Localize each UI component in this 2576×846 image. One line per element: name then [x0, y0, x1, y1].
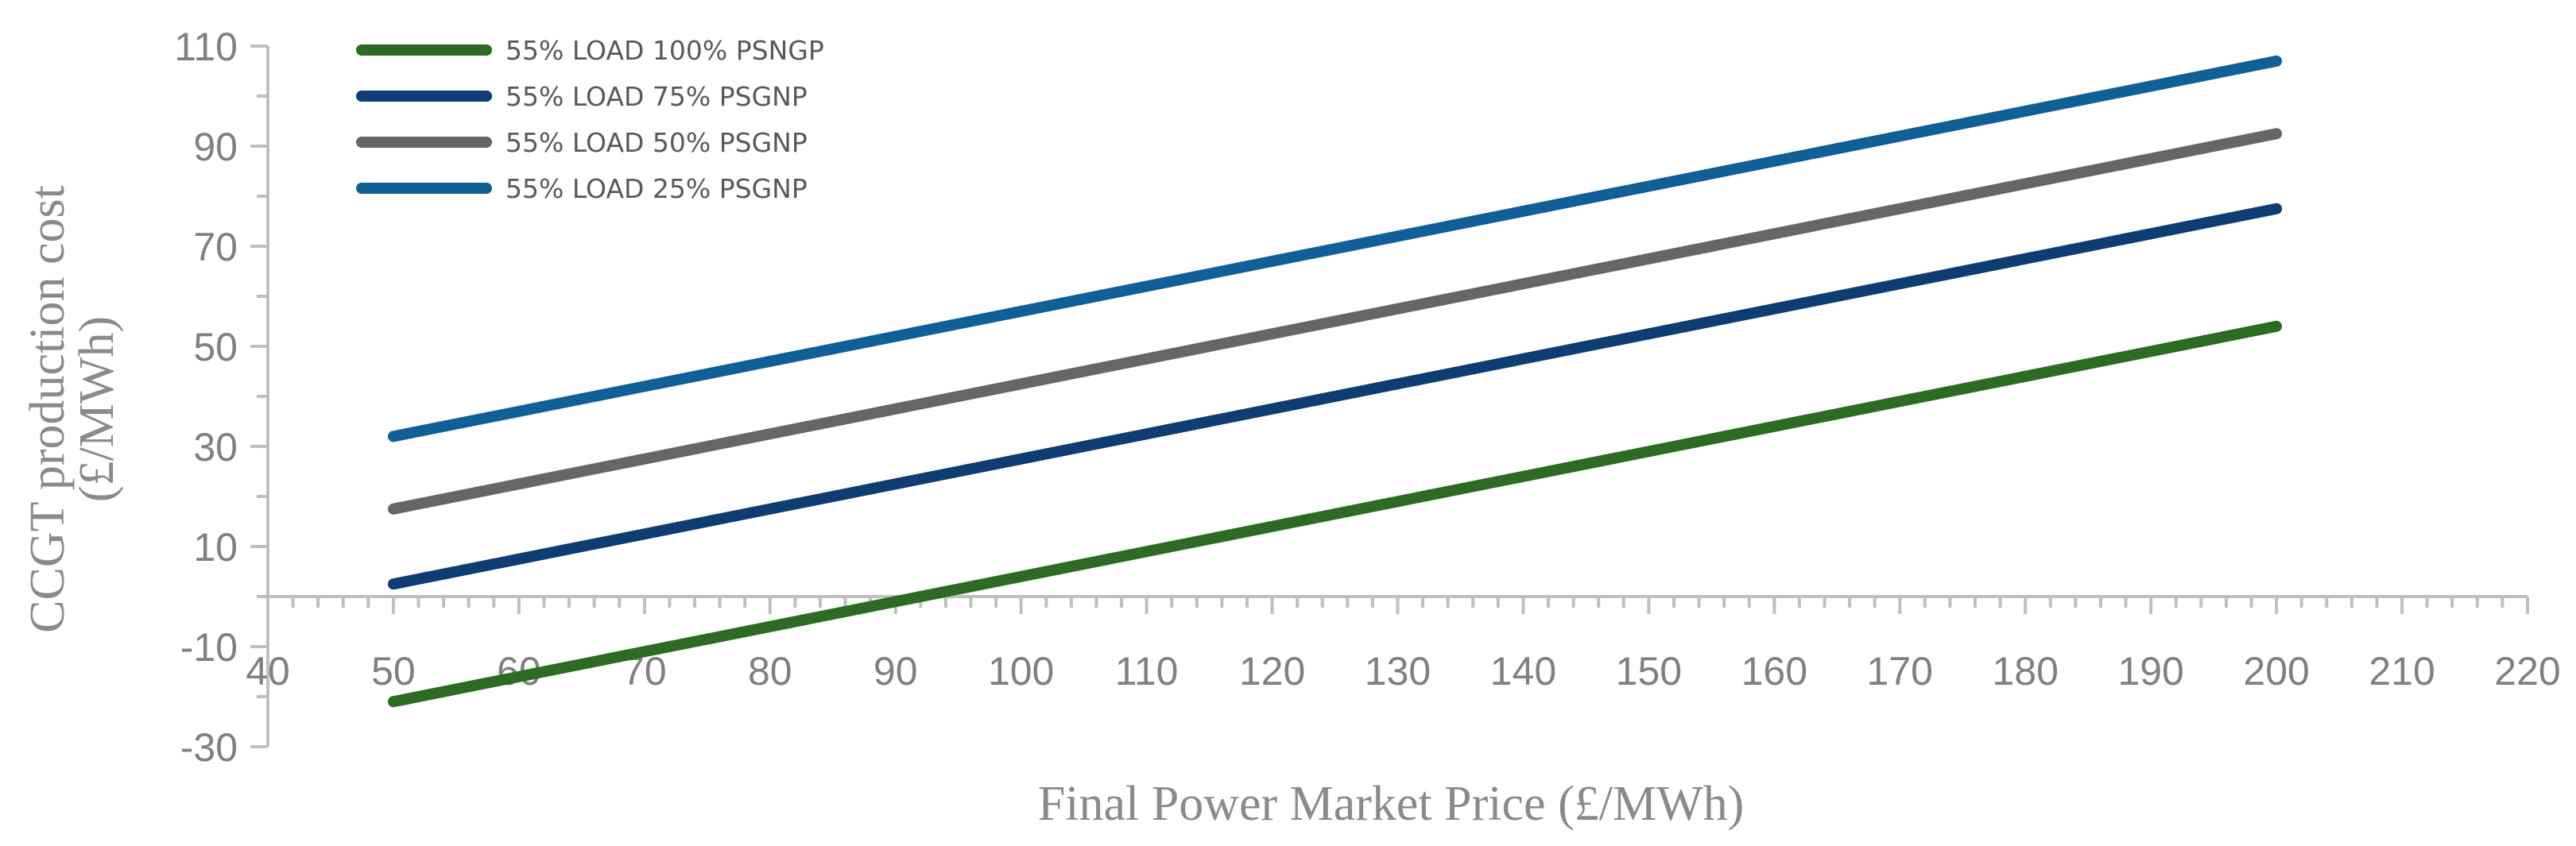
y-axis-title-line-2: (£/MWh)	[70, 316, 124, 502]
x-tick-label: 210	[2369, 649, 2435, 693]
y-tick-label: 70	[193, 225, 238, 269]
series-lines	[387, 55, 2283, 708]
y-tick-label: 10	[193, 525, 238, 570]
x-tick-label: 190	[2117, 649, 2183, 693]
series-line-4	[387, 55, 2283, 442]
y-tick-label: -10	[180, 625, 238, 670]
x-tick-label: 170	[1867, 649, 1933, 693]
x-tick-label: 200	[2243, 649, 2309, 693]
y-axis: -30 -10 10 30 50 70 90 110	[174, 25, 269, 770]
series-line-1	[387, 320, 2283, 708]
legend-label-1: 55% LOAD 100% PSNGP	[506, 35, 824, 66]
series-line-3	[387, 128, 2283, 515]
x-tick-label: 150	[1616, 649, 1682, 693]
x-tick-label: 140	[1490, 649, 1556, 693]
legend-label-3: 55% LOAD 50% PSGNP	[506, 127, 808, 158]
x-tick-label: 40	[246, 649, 290, 693]
x-axis: 40 50 60 70 80 90 100 110 120 130 140 150 160 170 180 1…	[246, 595, 2561, 693]
x-tick-label: 110	[1115, 649, 1179, 693]
legend-label-2: 55% LOAD 75% PSGNP	[506, 81, 808, 112]
y-tick-label: 90	[193, 125, 238, 169]
legend: 55% LOAD 100% PSNGP 55% LOAD 75% PSGNP 55%…	[356, 35, 824, 204]
x-tick-label: 130	[1365, 649, 1431, 693]
y-tick-label: 30	[193, 425, 238, 469]
x-tick-label: 100	[988, 649, 1054, 693]
series-line-2	[387, 203, 2283, 590]
x-tick-label: 220	[2494, 649, 2560, 693]
y-axis-title-line-1: CCGT production cost	[21, 185, 75, 633]
x-tick-label: 90	[874, 649, 918, 693]
y-tick-label: 110	[174, 25, 238, 69]
x-tick-label: 180	[1993, 649, 2059, 693]
x-tick-label: 120	[1239, 649, 1305, 693]
y-tick-label: 50	[193, 325, 238, 369]
x-axis-title: Final Power Market Price (£/MWh)	[1038, 777, 1744, 831]
x-tick-label: 80	[748, 649, 792, 693]
legend-label-4: 55% LOAD 25% PSGNP	[506, 173, 808, 204]
x-tick-label: 50	[371, 649, 416, 693]
y-axis-title: CCGT production cost (£/MWh)	[21, 185, 124, 633]
x-tick-label: 160	[1741, 649, 1807, 693]
y-tick-label: -30	[180, 725, 238, 770]
